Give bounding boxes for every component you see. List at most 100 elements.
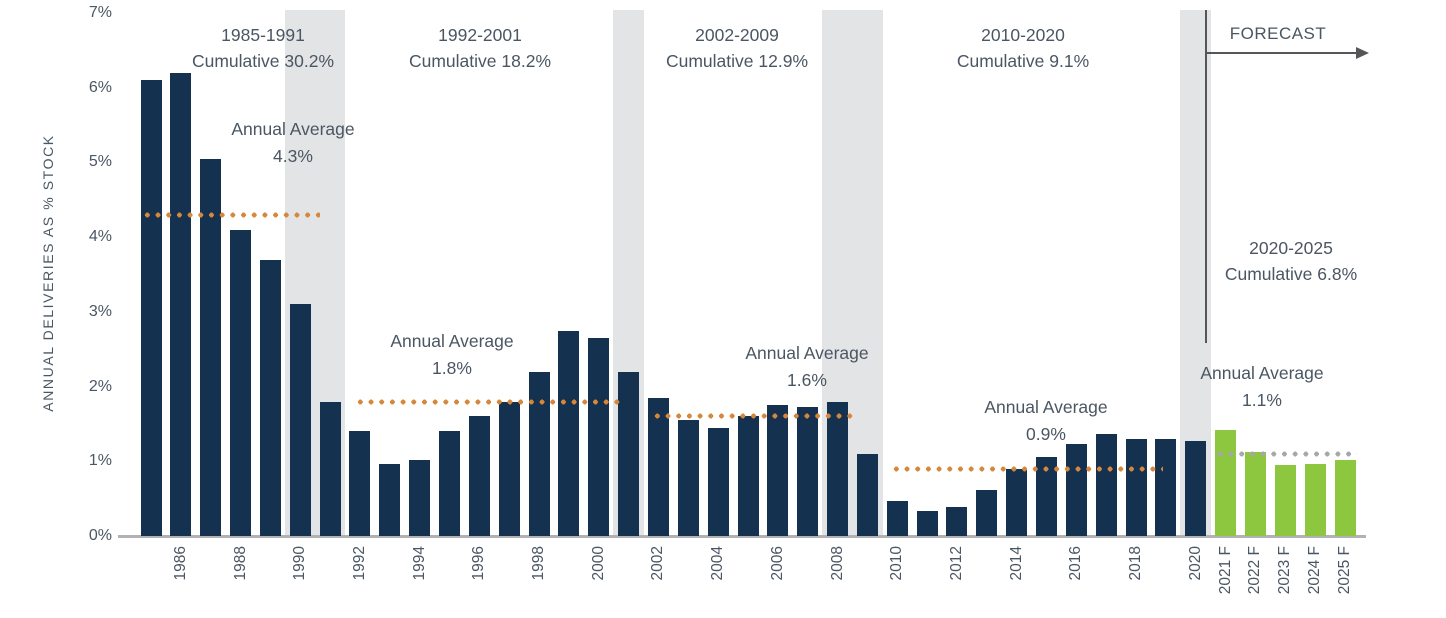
bar-2007 [797, 407, 819, 536]
average-line-1985-1991 [142, 211, 320, 218]
bar-2018 [1125, 438, 1147, 536]
period-range: 2010-2020 [981, 25, 1065, 45]
bar-1992 [349, 431, 371, 536]
bar-1994 [409, 459, 431, 536]
average-annotation-1992-2001: Annual Average 1.8% [332, 328, 572, 382]
bar-2004 [707, 427, 729, 536]
bar-2005 [737, 416, 759, 536]
x-tick-2020: 2020 [1186, 546, 1204, 581]
bar-2003 [677, 420, 699, 536]
x-tick-2010: 2010 [888, 546, 906, 581]
period-range: 2020-2025 [1249, 238, 1333, 258]
bar-1988 [230, 229, 252, 536]
period-cumulative: Cumulative 30.2% [191, 51, 335, 71]
bar-2022-F [1244, 451, 1266, 536]
bar-2010 [886, 500, 908, 536]
period-annotation-2010-2020: 2010-2020 Cumulative 9.1% [903, 22, 1143, 74]
period-cumulative: Cumulative 6.8% [1224, 264, 1358, 284]
x-axis-line [118, 535, 1366, 538]
bar-2024-F [1304, 463, 1326, 536]
bar-2002 [647, 397, 669, 536]
average-annotation-2020-2025: Annual Average 1.1% [1142, 360, 1382, 414]
x-tick-1992: 1992 [350, 546, 368, 581]
average-line-2002-2009 [652, 413, 857, 420]
average-annotation-2010-2020: Annual Average 0.9% [926, 394, 1166, 448]
bar-2014 [1006, 468, 1028, 536]
average-value: 1.6% [787, 370, 827, 390]
average-label: Annual Average [1200, 363, 1324, 383]
period-annotation-2002-2009: 2002-2009 Cumulative 12.9% [617, 22, 857, 74]
average-line-2010-2020 [891, 465, 1163, 472]
x-tick-2024-F: 2024 F [1306, 546, 1324, 595]
period-range: 1985-1991 [221, 25, 305, 45]
y-tick-4%: 4% [88, 228, 112, 246]
y-tick-3%: 3% [88, 302, 112, 320]
x-tick-2025-F: 2025 F [1336, 546, 1353, 595]
y-tick-0%: 0% [88, 527, 112, 544]
bar-1987 [200, 158, 222, 536]
y-tick-6%: 6% [88, 78, 112, 96]
bar-2015 [1036, 456, 1057, 536]
y-tick-1%: 1% [88, 452, 112, 470]
average-value: 1.8% [432, 358, 472, 378]
period-annotation-1992-2001: 1992-2001 Cumulative 18.2% [360, 22, 600, 74]
period-range: 2002-2009 [695, 25, 779, 45]
y-tick-7%: 7% [88, 4, 112, 21]
bar-2020 [1185, 441, 1207, 536]
bar-1986 [170, 72, 192, 536]
period-annotation-2020-2025: 2020-2025 Cumulative 6.8% [1171, 235, 1411, 287]
x-tick-1990: 1990 [291, 546, 309, 581]
bar-2009 [856, 453, 878, 536]
bar-2006 [767, 405, 789, 536]
x-tick-2022-F: 2022 F [1246, 546, 1264, 595]
bar-2008 [827, 401, 849, 536]
x-tick-1986: 1986 [171, 546, 189, 581]
average-annotation-2002-2009: Annual Average 1.6% [687, 340, 927, 394]
y-tick-5%: 5% [88, 153, 112, 171]
bar-1999 [558, 330, 580, 536]
x-tick-1994: 1994 [410, 546, 428, 581]
bar-2013 [976, 489, 998, 536]
x-tick-2016: 2016 [1067, 546, 1085, 581]
period-cumulative: Cumulative 12.9% [665, 51, 809, 71]
bar-1991 [319, 401, 341, 536]
x-tick-2023-F: 2023 F [1276, 546, 1294, 595]
x-tick-2000: 2000 [589, 546, 607, 581]
bar-2012 [946, 506, 968, 536]
period-cumulative: Cumulative 9.1% [956, 51, 1090, 71]
bar-1997 [498, 401, 520, 536]
forecast-arrow-head [1356, 47, 1369, 59]
average-label: Annual Average [984, 397, 1108, 417]
period-cumulative: Cumulative 18.2% [408, 51, 552, 71]
period-annotation-1985-1991: 1985-1991 Cumulative 30.2% [143, 22, 383, 74]
bar-1998 [528, 371, 550, 536]
x-tick-2006: 2006 [768, 546, 786, 581]
average-value: 4.3% [273, 146, 313, 166]
forecast-arrow-line [1206, 52, 1356, 54]
x-tick-2018: 2018 [1127, 546, 1145, 581]
x-tick-2012: 2012 [947, 546, 965, 581]
bar-1993 [379, 463, 401, 536]
x-tick-1998: 1998 [530, 546, 548, 581]
bar-2016 [1065, 444, 1087, 536]
bar-2000 [588, 338, 610, 536]
average-value: 0.9% [1026, 424, 1066, 444]
x-tick-1996: 1996 [470, 546, 488, 581]
y-tick-2%: 2% [88, 377, 112, 395]
forecast-label: FORECAST [1229, 24, 1327, 43]
bar-2001 [618, 371, 640, 536]
bar-2021-F [1215, 429, 1237, 536]
bar-1985 [140, 80, 162, 536]
bar-2019 [1155, 438, 1177, 536]
average-label: Annual Average [390, 331, 514, 351]
bar-2025-F [1334, 459, 1356, 536]
x-tick-2004: 2004 [709, 546, 727, 581]
x-tick-1988: 1988 [231, 546, 249, 581]
average-annotation-1985-1991: Annual Average 4.3% [173, 116, 413, 170]
bar-2017 [1095, 433, 1117, 536]
bar-2023-F [1274, 465, 1296, 536]
x-tick-2014: 2014 [1007, 546, 1025, 581]
bar-2011 [916, 511, 938, 536]
